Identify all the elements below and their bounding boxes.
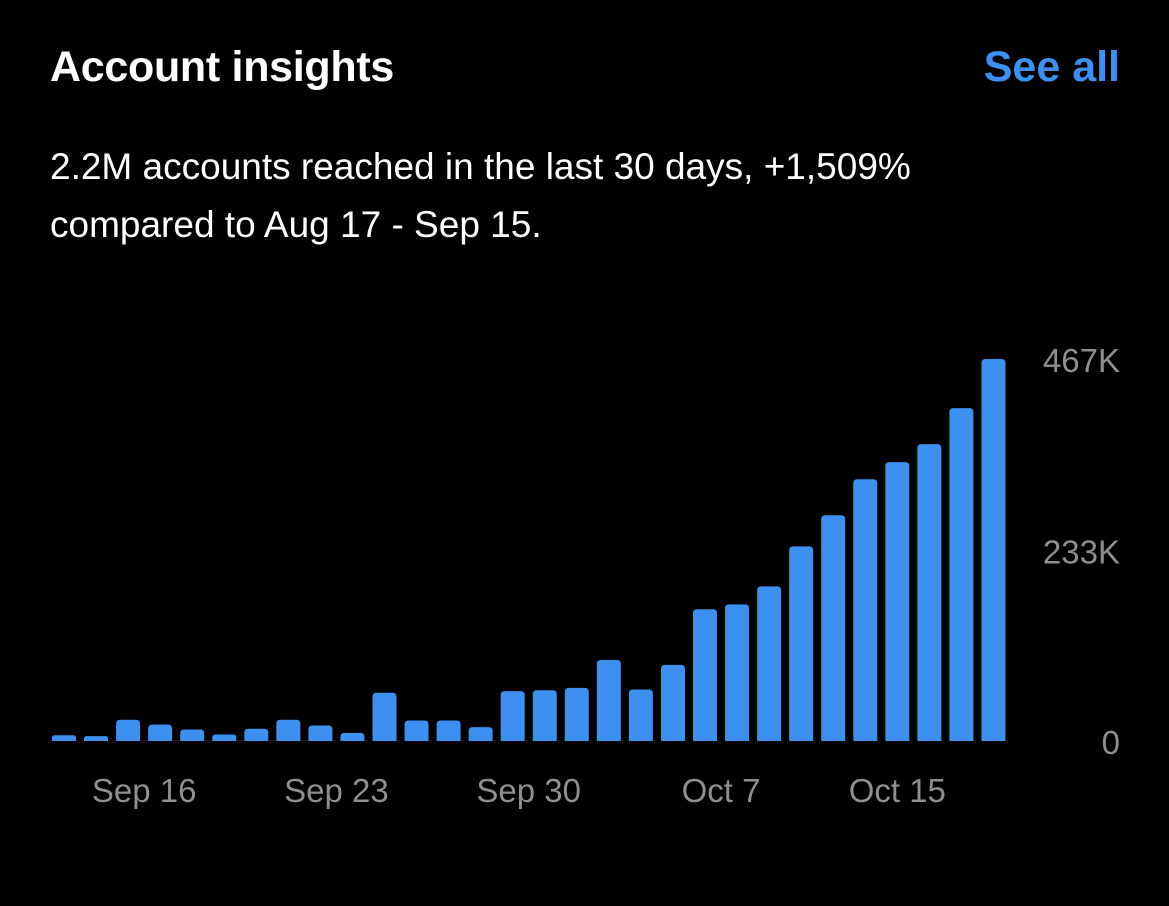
x-tick-label: Sep 23 (284, 772, 389, 809)
chart-bar (981, 359, 1006, 741)
chart-bar (52, 735, 76, 741)
chart-bar (885, 462, 910, 741)
see-all-link[interactable]: See all (983, 43, 1120, 91)
chart-bar (596, 660, 621, 741)
chart-bar (244, 728, 269, 741)
chart-bar (789, 546, 814, 741)
chart-bar (308, 725, 333, 741)
x-tick-label: Sep 16 (92, 772, 197, 809)
chart-bar (757, 586, 782, 741)
y-tick-label: 467K (1043, 342, 1120, 379)
y-tick-label: 0 (1102, 724, 1120, 761)
chart-bar (468, 727, 493, 741)
chart-bar (340, 732, 365, 741)
chart-bar (853, 479, 878, 741)
chart-bar (212, 734, 237, 741)
reach-summary: 2.2M accounts reached in the last 30 day… (50, 138, 1120, 254)
y-tick-label: 233K (1043, 533, 1120, 570)
chart-bar (116, 719, 141, 741)
chart-bar (693, 609, 717, 741)
chart-bar (84, 736, 109, 741)
chart-bar (500, 691, 525, 741)
chart-bar (725, 604, 750, 741)
chart-bar (660, 664, 685, 741)
chart-bar (276, 719, 301, 741)
chart-bar (148, 724, 173, 741)
insights-header: Account insights See all (50, 40, 1120, 96)
chart-bar (532, 690, 557, 741)
chart-bar (917, 444, 942, 741)
reach-bar-chart: 467K 233K 0 Sep 16 Sep 23 Sep 30 Oct 7 Oct 15 (52, 342, 1120, 809)
x-tick-label: Sep 30 (476, 772, 581, 809)
reach-summary-line-1: 2.2M accounts reached in the last 30 day… (50, 146, 911, 187)
chart-bar (949, 408, 974, 741)
x-tick-label: Oct 7 (682, 772, 761, 809)
chart-bar (436, 720, 461, 741)
chart-bar (180, 729, 205, 741)
chart-bar (821, 515, 846, 741)
x-tick-label: Oct 15 (849, 772, 946, 809)
chart-bar (372, 692, 397, 741)
chart-bar (564, 687, 589, 741)
section-title: Account insights (50, 43, 394, 91)
chart-bar (404, 720, 429, 741)
reach-summary-line-2: compared to Aug 17 - Sep 15. (50, 204, 542, 245)
chart-bar (628, 689, 653, 741)
